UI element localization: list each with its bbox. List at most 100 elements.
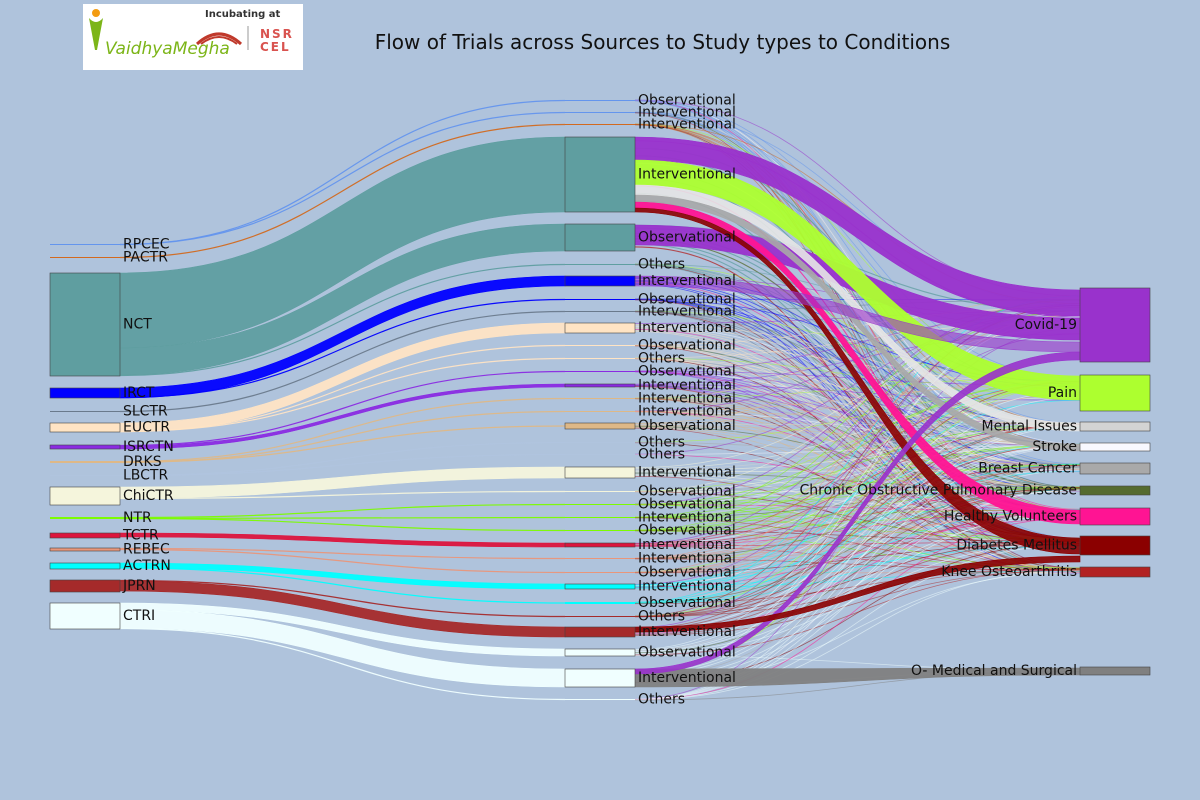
source-node-nct <box>49 272 121 377</box>
type-condition-link <box>634 569 1081 656</box>
type-condition-link <box>634 410 1081 445</box>
study-type-node <box>565 264 635 265</box>
study-type-node <box>564 466 636 479</box>
study-type-label: Observational <box>638 93 736 109</box>
type-condition-link <box>634 380 1081 629</box>
source-type-link <box>119 344 566 433</box>
condition-node <box>1079 485 1151 496</box>
logo-graphic: VaidhyaMegha Incubating at NSR CEL <box>89 9 294 59</box>
condition-label: Diabetes Mellitus <box>956 538 1077 554</box>
source-label: EUCTR <box>123 420 170 436</box>
source-type-link <box>119 263 566 377</box>
type-condition-link <box>634 316 1081 650</box>
source-node-tctr <box>49 532 121 539</box>
study-type-label: Observational <box>638 364 736 380</box>
type-condition-link <box>634 511 1081 574</box>
type-condition-link <box>634 344 1081 426</box>
source-type-link <box>119 298 566 399</box>
type-condition-link <box>634 396 1081 470</box>
type-condition-link <box>634 299 1081 488</box>
study-type-label: Observational <box>638 230 736 246</box>
study-type-label: Interventional <box>638 551 736 567</box>
study-type-label: Interventional <box>638 537 736 553</box>
logo-incubator-text: Incubating at <box>205 9 281 20</box>
study-type-label: Others <box>638 692 685 708</box>
type-condition-link <box>634 466 1081 573</box>
study-type-label: Interventional <box>638 320 736 336</box>
study-type-node <box>565 112 635 113</box>
type-condition-link <box>634 299 1081 505</box>
condition-label: O- Medical and Surgical <box>911 663 1077 679</box>
study-type-node <box>565 398 635 399</box>
study-type-label: Interventional <box>638 117 736 133</box>
type-condition-link <box>634 445 1081 573</box>
source-type-link <box>119 397 566 463</box>
type-condition-link <box>634 444 1081 617</box>
type-condition-link <box>634 444 1081 531</box>
source-type-link <box>119 99 566 246</box>
condition-node <box>1079 374 1151 412</box>
source-node-rebec <box>49 547 121 552</box>
type-condition-link <box>634 390 1081 651</box>
study-type-node <box>564 275 636 287</box>
type-condition-link <box>634 99 1081 379</box>
type-condition-link <box>634 443 1081 505</box>
study-type-node <box>565 572 635 573</box>
type-condition-link <box>634 390 1081 443</box>
source-node-ctri <box>49 602 121 630</box>
study-type-node <box>564 322 636 334</box>
study-type-node <box>565 100 635 101</box>
study-type-label: Interventional <box>638 105 736 121</box>
study-type-label: Observational <box>638 497 736 513</box>
source-node-irct <box>49 387 121 399</box>
type-condition-link <box>634 398 1081 465</box>
study-type-node <box>565 345 635 346</box>
type-condition-link <box>634 504 1081 540</box>
source-node-pactr <box>50 257 120 258</box>
source-type-link <box>119 425 566 463</box>
condition-node <box>1079 287 1151 363</box>
study-type-label: Others <box>638 435 685 451</box>
source-label: CTRI <box>123 608 155 624</box>
source-type-link <box>119 547 566 560</box>
flow-links <box>119 99 1081 701</box>
type-condition-link <box>634 445 1081 676</box>
type-condition-ribbon <box>634 555 1081 633</box>
study-type-node <box>565 411 635 412</box>
type-condition-link <box>634 511 1081 618</box>
condition-node <box>1079 442 1151 452</box>
type-condition-link <box>634 384 1081 617</box>
study-type-node <box>565 442 635 443</box>
source-node-jprn <box>49 579 121 593</box>
source-node-rpcec <box>50 244 120 245</box>
source-node-chictr <box>49 486 121 506</box>
source-label: ISRCTN <box>123 439 174 455</box>
svg-text:NSR: NSR <box>260 27 294 41</box>
source-label: SLCTR <box>123 404 168 420</box>
type-condition-link <box>634 385 1081 573</box>
type-condition-link <box>634 445 1081 455</box>
type-condition-link <box>634 382 1081 544</box>
type-condition-link <box>634 487 1081 518</box>
source-node-slctr <box>50 411 120 412</box>
condition-label: Covid-19 <box>1015 317 1077 333</box>
svg-text:CEL: CEL <box>260 40 291 54</box>
source-label: DRKS <box>123 454 162 470</box>
type-condition-link <box>634 446 1081 492</box>
chart-title: Flow of Trials across Sources to Study t… <box>374 30 951 54</box>
study-type-label: Others <box>638 609 685 625</box>
study-type-label: Interventional <box>638 391 736 407</box>
study-type-label: Observational <box>638 338 736 354</box>
type-condition-link <box>634 281 1081 492</box>
study-type-node <box>564 422 636 430</box>
source-type-link <box>119 627 566 701</box>
type-condition-link <box>634 544 1081 701</box>
type-condition-link <box>634 358 1081 571</box>
study-type-node <box>565 530 635 531</box>
source-type-link <box>119 310 566 413</box>
study-type-label: Observational <box>638 418 736 434</box>
type-condition-link <box>634 539 1081 618</box>
condition-node <box>1079 507 1151 526</box>
